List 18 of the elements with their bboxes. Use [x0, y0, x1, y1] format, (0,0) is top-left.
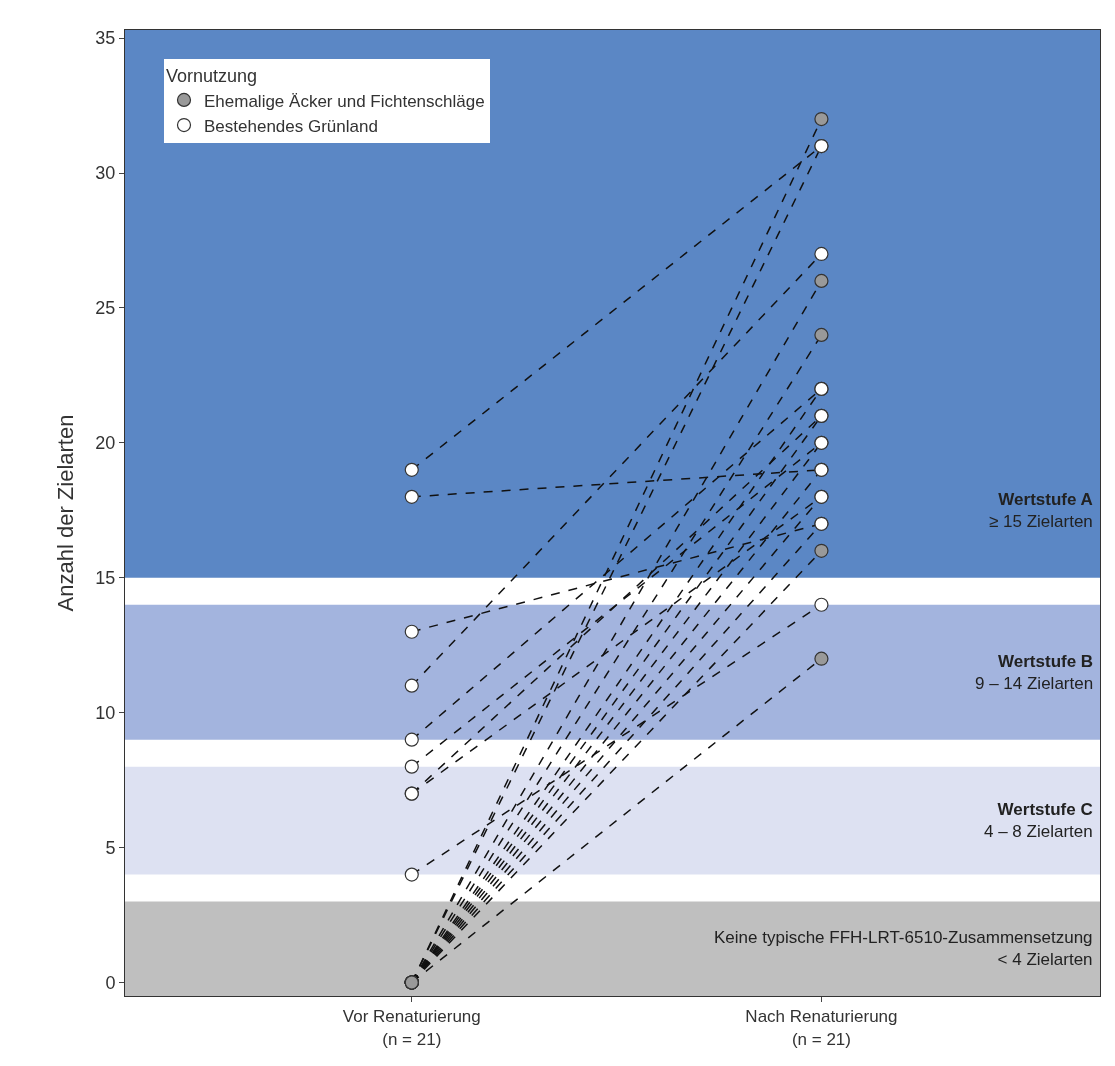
legend-label: Bestehendes Grünland: [204, 116, 378, 136]
band-label: Wertstufe C 4 – 8 Zielarten: [984, 800, 1093, 842]
y-tick-label: 30: [95, 163, 116, 184]
x-tick-label: Vor Renaturierung (n = 21): [342, 1007, 481, 1049]
y-tick-label: 35: [95, 28, 116, 49]
band-label: Keine typische FFH-LRT-6510-Zusammensetzung < 4 Zielarten: [714, 928, 1093, 970]
x-tick-label: Nach Renaturierung (n = 21): [745, 1007, 898, 1049]
band-label: Wertstufe A ≥ 15 Zielarten: [989, 490, 1093, 532]
band-label: Wertstufe B 9 – 14 Zielarten: [975, 652, 1094, 694]
y-tick-label: 15: [95, 568, 116, 589]
legend-title: Vornutzung: [166, 66, 258, 87]
y-tick-label: 25: [95, 298, 116, 319]
y-tick-label: 20: [95, 433, 116, 454]
y-tick-label: 0: [105, 972, 116, 993]
y-tick-label: 10: [95, 702, 116, 723]
legend-label: Ehemalige Äcker und Fichtenschläge: [204, 91, 485, 111]
y-axis-title: Anzahl der Zielarten: [53, 414, 79, 612]
y-tick-label: 5: [105, 837, 116, 858]
